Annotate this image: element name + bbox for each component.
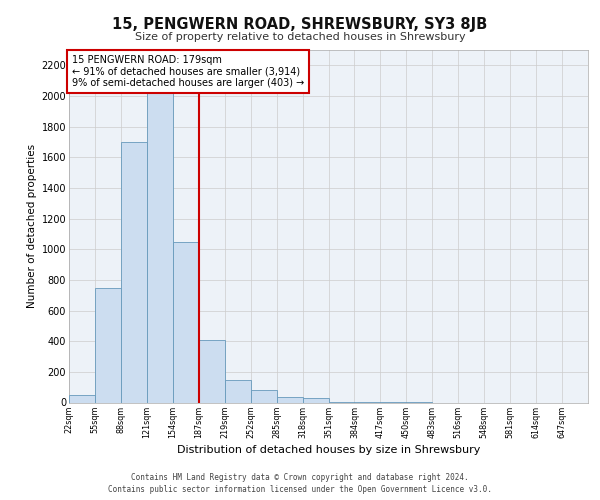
Bar bbox=[147, 88, 173, 403]
Bar bbox=[95, 288, 121, 403]
Text: Contains HM Land Registry data © Crown copyright and database right 2024.
Contai: Contains HM Land Registry data © Crown c… bbox=[108, 472, 492, 494]
Bar bbox=[69, 395, 95, 402]
Bar bbox=[251, 390, 277, 402]
Bar bbox=[173, 242, 199, 402]
Bar bbox=[224, 380, 251, 402]
Bar bbox=[121, 142, 147, 403]
Bar bbox=[199, 340, 224, 402]
Text: 15, PENGWERN ROAD, SHREWSBURY, SY3 8JB: 15, PENGWERN ROAD, SHREWSBURY, SY3 8JB bbox=[112, 18, 488, 32]
X-axis label: Distribution of detached houses by size in Shrewsbury: Distribution of detached houses by size … bbox=[177, 445, 480, 455]
Y-axis label: Number of detached properties: Number of detached properties bbox=[28, 144, 37, 308]
Text: 15 PENGWERN ROAD: 179sqm
← 91% of detached houses are smaller (3,914)
9% of semi: 15 PENGWERN ROAD: 179sqm ← 91% of detach… bbox=[71, 56, 304, 88]
Text: Size of property relative to detached houses in Shrewsbury: Size of property relative to detached ho… bbox=[134, 32, 466, 42]
Bar bbox=[302, 398, 329, 402]
Bar bbox=[277, 397, 302, 402]
